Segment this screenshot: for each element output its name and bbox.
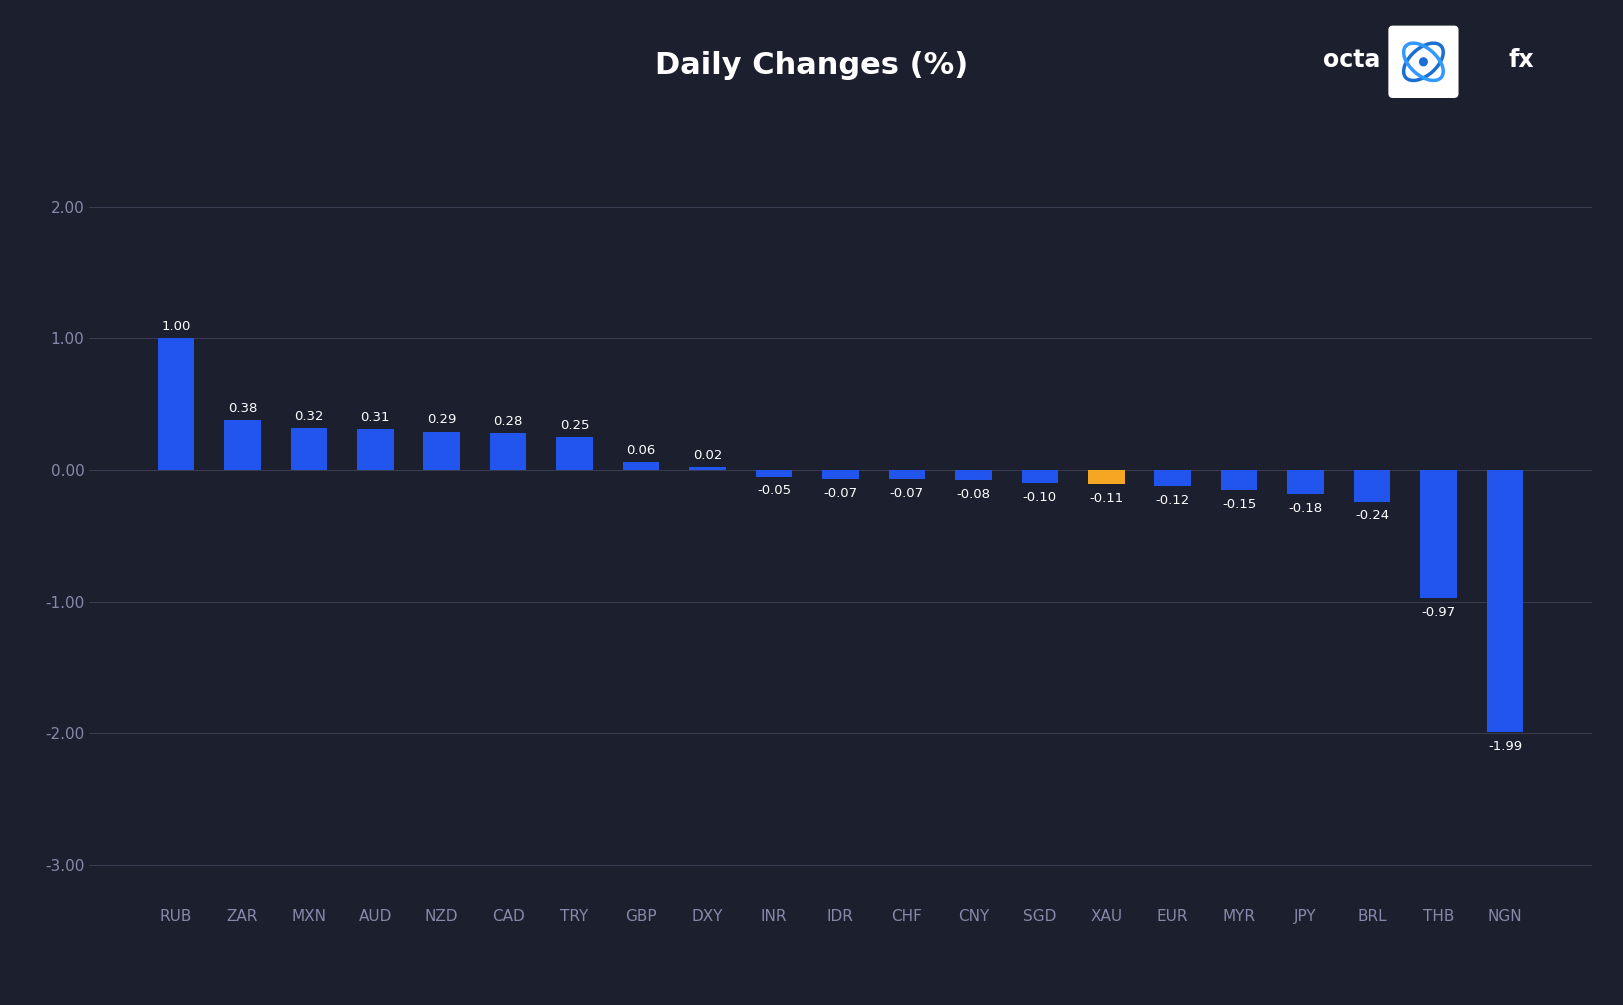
Text: Daily Changes (%): Daily Changes (%): [656, 51, 967, 79]
Text: -0.97: -0.97: [1420, 606, 1454, 618]
Text: 1.00: 1.00: [161, 320, 190, 333]
Bar: [157, 339, 195, 470]
Text: -0.08: -0.08: [956, 488, 990, 501]
Bar: [1154, 470, 1190, 485]
Text: 0.25: 0.25: [560, 419, 589, 432]
Bar: [954, 470, 992, 480]
Text: -0.05: -0.05: [756, 484, 790, 497]
Bar: [622, 462, 659, 470]
Bar: [1420, 470, 1456, 598]
Text: -0.12: -0.12: [1156, 493, 1190, 507]
Bar: [821, 470, 859, 479]
Bar: [1220, 470, 1256, 489]
Bar: [688, 467, 725, 470]
Text: 0.38: 0.38: [227, 402, 256, 415]
Text: 0.06: 0.06: [626, 444, 656, 456]
Text: -0.11: -0.11: [1089, 492, 1123, 506]
Text: -0.24: -0.24: [1354, 510, 1388, 523]
Text: -0.15: -0.15: [1220, 497, 1256, 511]
Bar: [1287, 470, 1323, 493]
FancyBboxPatch shape: [1388, 25, 1457, 97]
Bar: [1354, 470, 1389, 501]
Bar: [557, 437, 592, 470]
Bar: [291, 428, 326, 470]
Text: 0.29: 0.29: [427, 413, 456, 426]
Bar: [1087, 470, 1123, 484]
Text: -0.10: -0.10: [1022, 491, 1057, 504]
Text: 0.28: 0.28: [493, 415, 523, 428]
Bar: [1485, 470, 1522, 732]
Bar: [888, 470, 925, 479]
Text: 0.32: 0.32: [294, 409, 323, 422]
Text: -0.18: -0.18: [1287, 501, 1321, 515]
Text: -1.99: -1.99: [1487, 740, 1521, 753]
Text: -0.07: -0.07: [889, 487, 923, 500]
Text: octa: octa: [1323, 48, 1380, 72]
Circle shape: [1419, 58, 1427, 65]
Text: -0.07: -0.07: [823, 487, 857, 500]
Bar: [490, 433, 526, 470]
Text: 0.02: 0.02: [693, 449, 722, 462]
Bar: [357, 429, 393, 470]
Text: fx: fx: [1508, 48, 1534, 72]
Bar: [755, 470, 792, 476]
Bar: [424, 432, 459, 470]
Text: 0.31: 0.31: [360, 411, 390, 424]
Bar: [224, 420, 260, 470]
Bar: [1021, 470, 1058, 483]
